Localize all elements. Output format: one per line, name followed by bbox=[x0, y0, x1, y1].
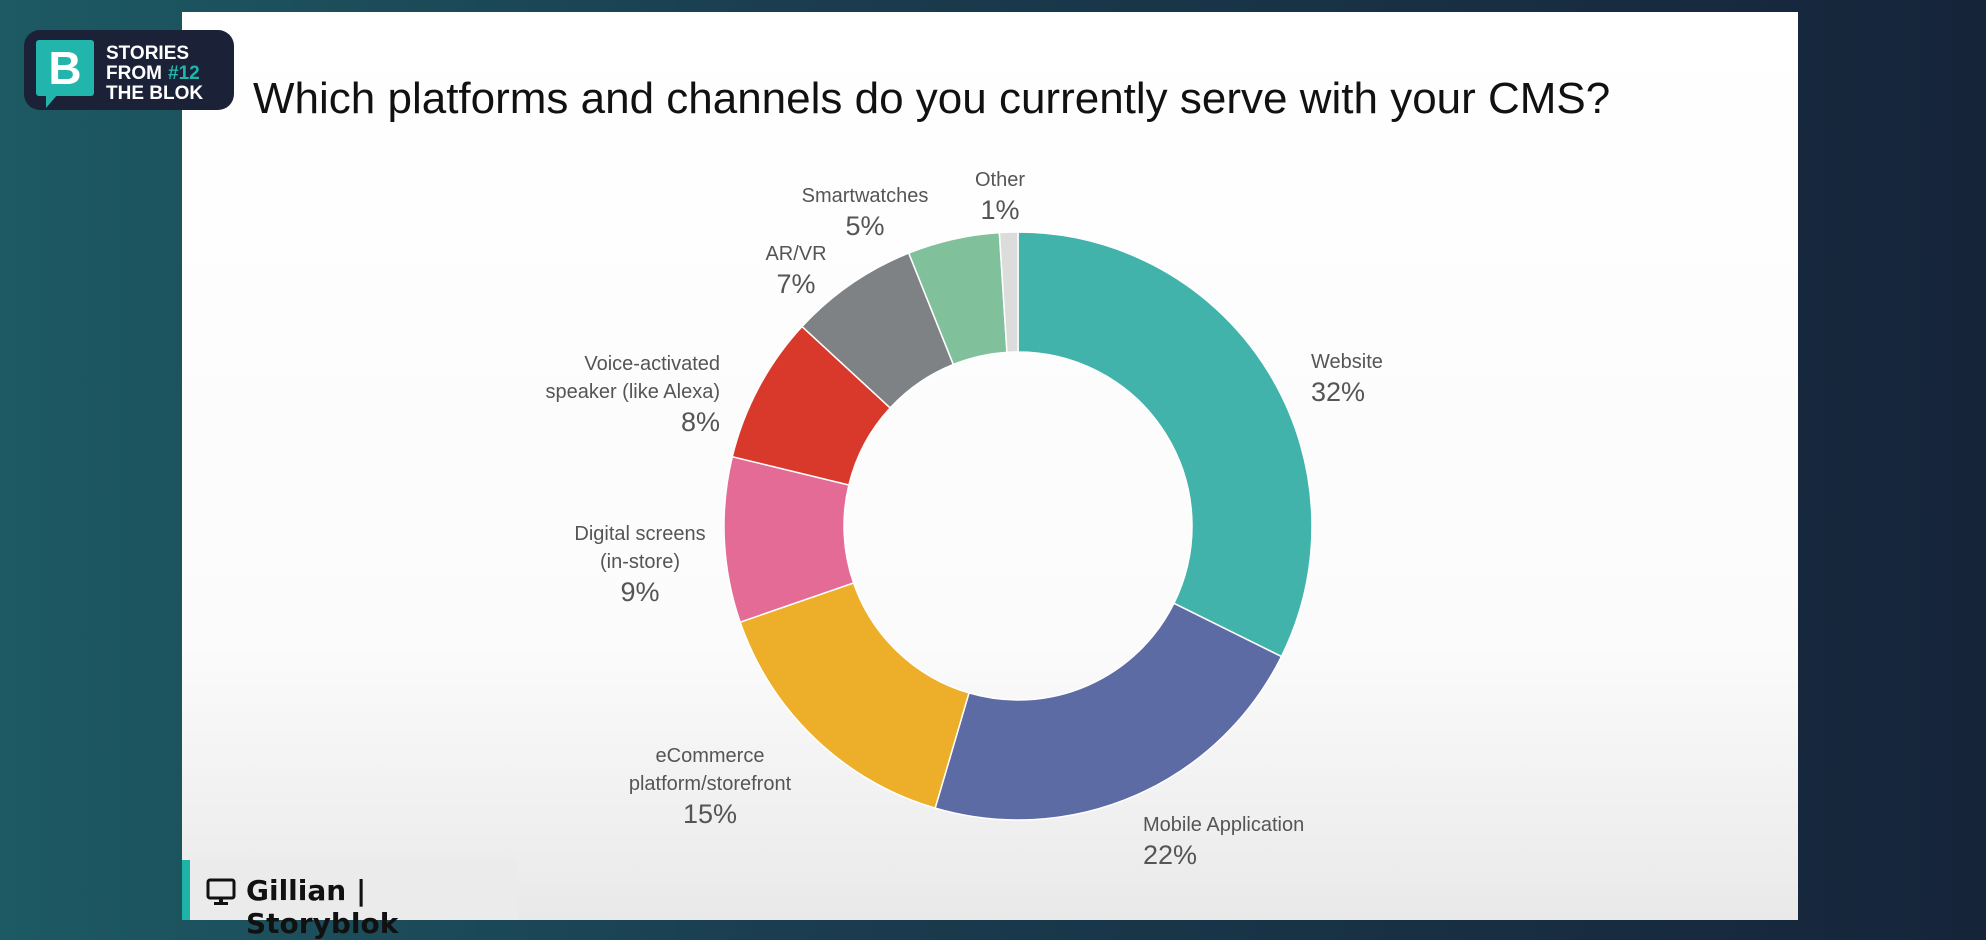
chart-title: Which platforms and channels do you curr… bbox=[253, 74, 1611, 123]
accent-bar bbox=[182, 860, 190, 920]
slice-other bbox=[998, 231, 1019, 354]
label-ar-vr: AR/VR 7% bbox=[765, 243, 827, 299]
label-digital-screens: Digital screens (in-store) 9% bbox=[574, 523, 706, 607]
speaker-lower-third: Gillian | Storyblok bbox=[182, 860, 518, 940]
speaker-name: Gillian | Storyblok bbox=[246, 874, 399, 940]
svg-text:THE BLOK: THE BLOK bbox=[106, 83, 203, 104]
label-other: Other 1% bbox=[974, 169, 1026, 225]
slice-mobile-application bbox=[934, 602, 1283, 821]
label-smartwatches: Smartwatches 5% bbox=[801, 185, 929, 241]
stories-from-the-blok-logo: B STORIES FROM #12 THE BLOK bbox=[24, 30, 234, 110]
monitor-icon bbox=[206, 878, 236, 905]
logo-letter: B bbox=[48, 42, 81, 94]
svg-text:#12: #12 bbox=[168, 63, 200, 84]
svg-text:FROM: FROM bbox=[106, 63, 162, 84]
label-voice-speaker: Voice-activated speaker (like Alexa) 8% bbox=[545, 353, 720, 437]
slice-website bbox=[1017, 231, 1313, 658]
svg-text:STORIES: STORIES bbox=[106, 43, 189, 64]
label-mobile-application: Mobile Application 22% bbox=[1143, 814, 1305, 870]
label-ecommerce: eCommerce platform/storefront 15% bbox=[628, 745, 792, 829]
label-website: Website 32% bbox=[1311, 351, 1383, 407]
